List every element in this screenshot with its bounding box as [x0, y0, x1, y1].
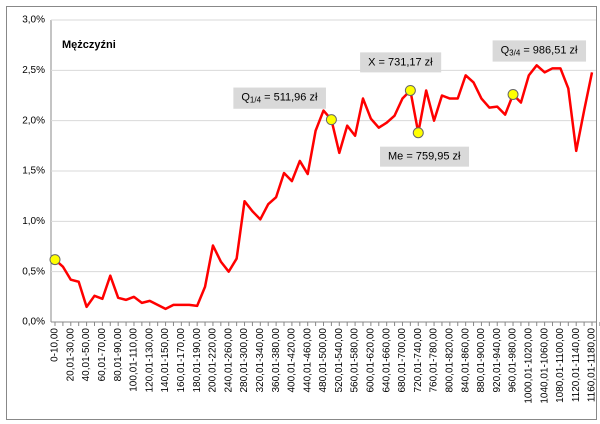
- x-tick-label: 200,01-220,00: [208, 328, 219, 393]
- annotation: Q3/4 = 986,51 zł: [492, 40, 587, 62]
- x-tick-label: 100,01-110,00: [129, 328, 140, 392]
- annotation: Me = 759,95 zł: [380, 146, 470, 167]
- annotation-box: [233, 87, 326, 109]
- x-tick-label: 1160,01-1180,00: [587, 328, 598, 403]
- highlight-marker: [49, 254, 61, 266]
- highlight-marker: [404, 84, 416, 96]
- x-tick-label: 400,01-420,00: [287, 328, 298, 393]
- annotation-box: [360, 52, 442, 73]
- highlight-marker: [507, 88, 519, 100]
- x-tick-label: 140,01-150,00: [160, 328, 171, 393]
- y-tick-label: 2,0%: [22, 115, 45, 126]
- annotation-text: Q3/4 = 986,51 zł: [501, 44, 578, 57]
- y-tick-label: 0,0%: [22, 317, 45, 328]
- annotation: Q1/4 = 511,96 zł: [233, 87, 326, 109]
- y-tick-label: 3,0%: [22, 15, 45, 26]
- annotation-box: [492, 40, 587, 62]
- x-tick-label: 60,01-70,00: [97, 328, 108, 382]
- x-tick-label: 720,01-740,00: [413, 328, 424, 393]
- annotation-text: Me = 759,95 zł: [388, 151, 461, 163]
- annotation-text: X = 731,17 zł: [368, 56, 433, 68]
- chart-frame: [6, 6, 597, 420]
- x-tick-label: 40,01-50,00: [81, 328, 92, 382]
- annotation-box: [380, 146, 470, 167]
- annotation-text: Q1/4 = 511,96 zł: [241, 92, 318, 105]
- annotation-part: Q: [501, 44, 510, 56]
- x-tick-label: 1120,01-1140,00: [571, 328, 582, 403]
- highlight-marker: [412, 127, 424, 139]
- annotation-part: X = 731,17 zł: [368, 56, 433, 68]
- x-tick-label: 240,01-260,00: [223, 328, 234, 393]
- y-tick-label: 0,5%: [22, 266, 45, 277]
- annotation-part: = 511,96 zł: [261, 92, 318, 104]
- x-tick-label: 320,01-340,00: [255, 328, 266, 393]
- data-line: [54, 64, 594, 311]
- x-tick-label: 560,01-580,00: [350, 328, 361, 393]
- x-tick-label: 360,01-380,00: [271, 328, 282, 393]
- x-tick-label: 180,01-190,00: [192, 328, 203, 393]
- x-tick-label: 520,01-540,00: [334, 328, 345, 393]
- annotation-part: Q: [241, 92, 250, 104]
- x-tick-label: 760,01-780,00: [429, 328, 440, 393]
- y-tick-label: 2,5%: [22, 65, 45, 76]
- x-tick-label: 20,01-30,00: [65, 328, 76, 382]
- x-tick-label: 960,01-980,00: [508, 328, 519, 393]
- annotation-part: = 986,51 zł: [520, 44, 578, 56]
- y-tick-label: 1,0%: [22, 216, 45, 227]
- annotation: X = 731,17 zł: [360, 52, 442, 73]
- chart-title: Mężczyźni: [62, 39, 116, 51]
- x-tick-label: 880,01-900,00: [476, 328, 487, 393]
- x-tick-label: 160,01-170,00: [176, 328, 187, 393]
- x-tick-label: 1000,01-1020,00: [523, 328, 534, 404]
- x-tick-label: 640,01-660,00: [381, 328, 392, 393]
- x-tick-label: 840,01-860,00: [460, 328, 471, 393]
- annotation-part: Me = 759,95 zł: [388, 151, 461, 163]
- x-tick-label: 800,01-820,00: [444, 328, 455, 393]
- x-tick-label: 920,01-940,00: [492, 328, 503, 393]
- x-tick-label: 80,01-90,00: [113, 328, 124, 382]
- x-tick-label: 680,01-700,00: [397, 328, 408, 393]
- x-tick-label: 600,01-620,00: [366, 328, 377, 393]
- y-tick-label: 1,5%: [22, 166, 45, 177]
- x-tick-label: 120,01-130,00: [144, 328, 155, 393]
- highlight-marker: [325, 114, 337, 126]
- x-tick-label: 1080,01-1100,00: [555, 328, 566, 403]
- x-tick-label: 280,01-300,00: [239, 328, 250, 393]
- annotation-part: 1/4: [250, 96, 262, 105]
- annotation-part: 3/4: [509, 49, 521, 58]
- x-tick-label: 440,01-460,00: [302, 328, 313, 393]
- x-tick-label: 1040,01-1060,00: [539, 328, 550, 404]
- x-tick-label: 480,01-500,00: [318, 328, 329, 393]
- x-tick-label: 0-10,00: [50, 328, 61, 362]
